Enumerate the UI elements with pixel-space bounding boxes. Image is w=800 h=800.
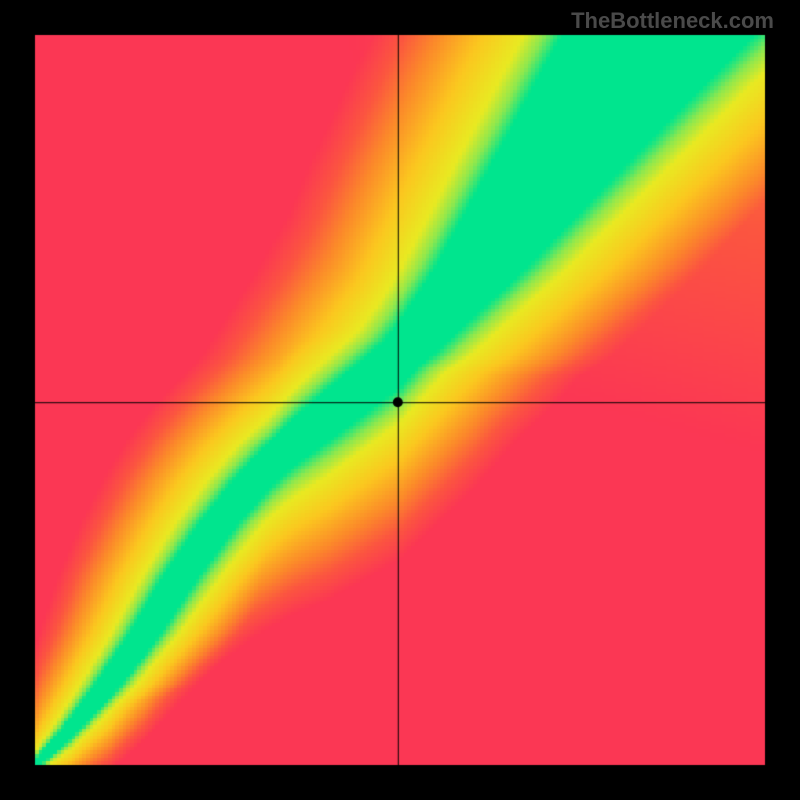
bottleneck-heatmap	[0, 0, 800, 800]
chart-container: { "chart": { "type": "heatmap", "outer_w…	[0, 0, 800, 800]
